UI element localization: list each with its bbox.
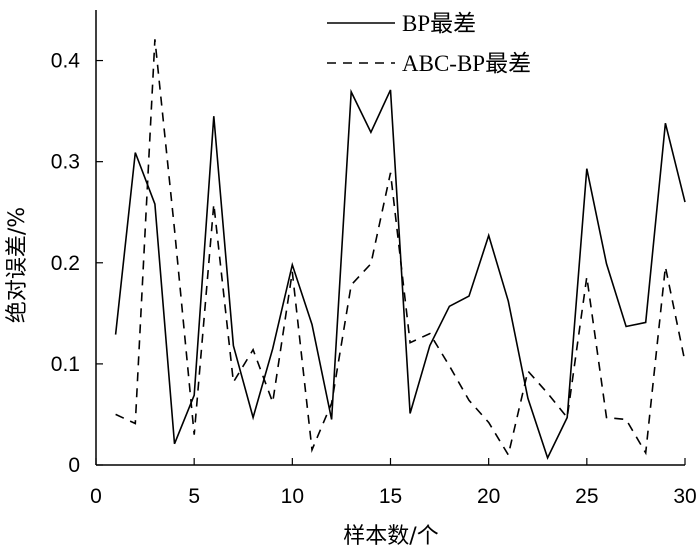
legend-label-bp: BP最差 [402, 11, 476, 36]
x-tick-label: 0 [90, 485, 102, 508]
x-axis-title: 样本数/个 [343, 524, 438, 549]
x-tick-label: 20 [477, 485, 500, 508]
x-tick-label: 30 [673, 485, 696, 508]
legend: BP最差 ABC-BP最差 [327, 11, 531, 76]
x-tick-label: 25 [575, 485, 598, 508]
y-tick-label: 0.3 [51, 151, 80, 174]
legend-label-abc-bp: ABC-BP最差 [402, 51, 531, 76]
y-axis-title: 绝对误差/% [5, 207, 30, 323]
x-tick-label: 15 [379, 485, 402, 508]
y-tick-label: 0.1 [51, 353, 80, 376]
y-ticks: 0 0.1 0.2 0.3 0.4 [51, 50, 103, 477]
y-tick-label: 0.2 [51, 252, 80, 275]
x-ticks: 0 5 10 15 20 25 30 [90, 458, 697, 508]
axes [95, 10, 685, 466]
series-line-bp [114, 88, 686, 461]
series-line-abc-bp [115, 39, 686, 457]
y-tick-label: 0 [68, 454, 80, 477]
series-layer [114, 39, 686, 461]
x-tick-label: 5 [188, 485, 200, 508]
x-tick-label: 10 [281, 485, 304, 508]
y-tick-label: 0.4 [51, 50, 81, 73]
